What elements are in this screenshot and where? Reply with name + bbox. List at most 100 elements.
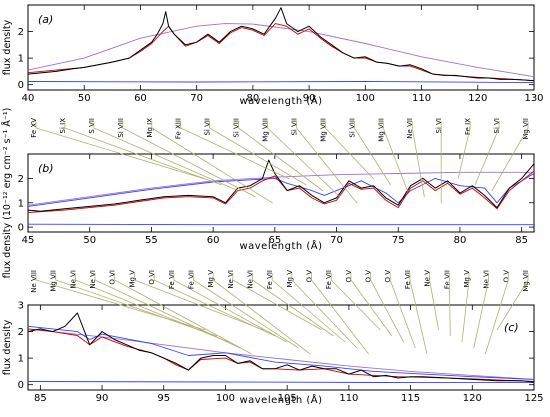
x-tick-label: 70 — [190, 93, 203, 104]
line-id-leader — [353, 121, 391, 186]
line-id-label: Mg IX — [146, 118, 154, 138]
series-absorption-components — [27, 325, 535, 380]
series-observed — [27, 7, 535, 82]
line-id-label: Mg V — [463, 270, 471, 288]
x-tick-label: 115 — [401, 393, 420, 404]
line-id-label: O VI — [148, 270, 156, 285]
y-tick-label: 1 — [18, 54, 24, 65]
line-id-label: Si VI — [435, 118, 443, 133]
line-id-leader — [473, 273, 490, 349]
line-id-leader — [409, 273, 428, 355]
panel-label: (b) — [38, 162, 54, 175]
series-model — [27, 23, 535, 82]
line-id-label: O V — [365, 270, 373, 283]
line-id-leader — [370, 273, 404, 343]
x-tick-label: 105 — [278, 393, 297, 404]
line-id-leader — [457, 121, 471, 180]
series-model — [27, 170, 535, 213]
line-id-leader — [271, 273, 346, 343]
x-tick-label: 60 — [207, 235, 220, 246]
line-id-label: Ne VI — [483, 270, 491, 289]
line-id-label: S VII — [88, 118, 96, 134]
x-axis-label: wavelength (Å) — [239, 94, 322, 107]
line-id-leader — [75, 273, 229, 343]
line-id-label: Ne VI — [246, 270, 254, 289]
panel-label: (a) — [38, 13, 53, 26]
y-tick-label: 1 — [18, 354, 24, 365]
line-id-leader — [151, 121, 273, 204]
line-id-leader — [330, 273, 381, 331]
plot-frame — [27, 153, 535, 233]
line-id-leader — [232, 273, 323, 331]
x-tick-label: 120 — [468, 93, 487, 104]
line-id-leader — [173, 273, 287, 343]
y-tick-label: 0 — [18, 80, 24, 91]
chart-panel-2: 45 50 55 60 65 70 75 80 85 0 1 2 wavelength (Å) flux … — [1, 108, 535, 278]
line-id-label: Si VII — [290, 118, 298, 136]
x-tick-label: 40 — [22, 93, 35, 104]
series-continuum — [27, 171, 534, 206]
plot-frame — [27, 4, 535, 91]
line-id-label: Si IX — [59, 118, 67, 134]
y-tick-label: 3 — [18, 301, 24, 312]
line-id-label: Fe VII — [325, 270, 333, 289]
line-id-label: Mg V — [207, 270, 215, 288]
line-id-label: Fe IX — [464, 118, 472, 135]
line-id-leader — [311, 273, 369, 355]
y-tick-label: 2 — [18, 327, 24, 338]
line-id-leader — [291, 273, 358, 349]
x-tick-label: 65 — [268, 235, 281, 246]
plot-frame — [27, 304, 535, 391]
x-tick-label: 110 — [412, 93, 431, 104]
line-id-leader — [122, 121, 256, 198]
x-tick-label: 110 — [339, 393, 358, 404]
line-id-label: Fe VII — [168, 270, 176, 289]
line-id-label: Mg V — [286, 270, 294, 288]
y-tick-label: 1 — [18, 198, 24, 209]
line-id-leader — [209, 121, 307, 186]
line-id-leader — [212, 273, 311, 355]
line-id-leader — [429, 273, 439, 331]
line-id-leader — [94, 273, 241, 349]
series-observed — [27, 159, 535, 212]
x-tick-label: 85 — [34, 393, 47, 404]
line-id-leader — [114, 273, 252, 355]
chart-panel-1: 40 50 60 70 80 90 100 110 120 130 0 1 2 wavelength (Å… — [2, 4, 544, 107]
line-id-label: Fe VII — [443, 270, 451, 289]
line-id-label: Ne VIII — [30, 270, 38, 293]
line-id-label: Mg V — [128, 270, 136, 288]
x-tick-label: 75 — [392, 235, 405, 246]
x-tick-label: 55 — [145, 235, 158, 246]
line-id-label: Fe VII — [187, 270, 195, 289]
line-id-leader — [35, 121, 206, 180]
line-id-label: Ne V — [424, 270, 432, 287]
line-id-leader — [350, 273, 393, 337]
y-axis-label: flux density — [2, 319, 13, 375]
series-model — [27, 328, 535, 382]
line-id-label: Ne VI — [227, 270, 235, 289]
x-tick-label: 80 — [454, 235, 467, 246]
line-id-leader — [491, 121, 529, 192]
line-id-label: Mg VII — [50, 270, 58, 292]
line-id-label: Ne VI — [69, 270, 77, 289]
line-id-label: Mg VII — [522, 270, 530, 292]
x-tick-label: 120 — [463, 393, 482, 404]
line-id-label: Fe XV — [30, 118, 38, 138]
line-id-leader — [238, 121, 324, 192]
line-id-label: Mg VIII — [262, 118, 270, 142]
line-id-leader — [324, 121, 375, 180]
line-id-leader — [411, 121, 425, 198]
series-continuum — [27, 328, 535, 380]
line-id-leader — [153, 273, 276, 337]
line-id-label: Mg VIII — [319, 118, 327, 142]
line-id-label: Ne VII — [406, 118, 414, 139]
line-id-leader — [93, 121, 239, 192]
line-id-leader — [389, 273, 416, 349]
line-id-leader — [474, 121, 500, 186]
series-background — [27, 81, 535, 84]
line-id-label: Si VIII — [348, 118, 356, 138]
line-id-leader — [382, 121, 408, 192]
x-tick-label: 45 — [22, 235, 35, 246]
panel-label: (c) — [504, 321, 519, 334]
